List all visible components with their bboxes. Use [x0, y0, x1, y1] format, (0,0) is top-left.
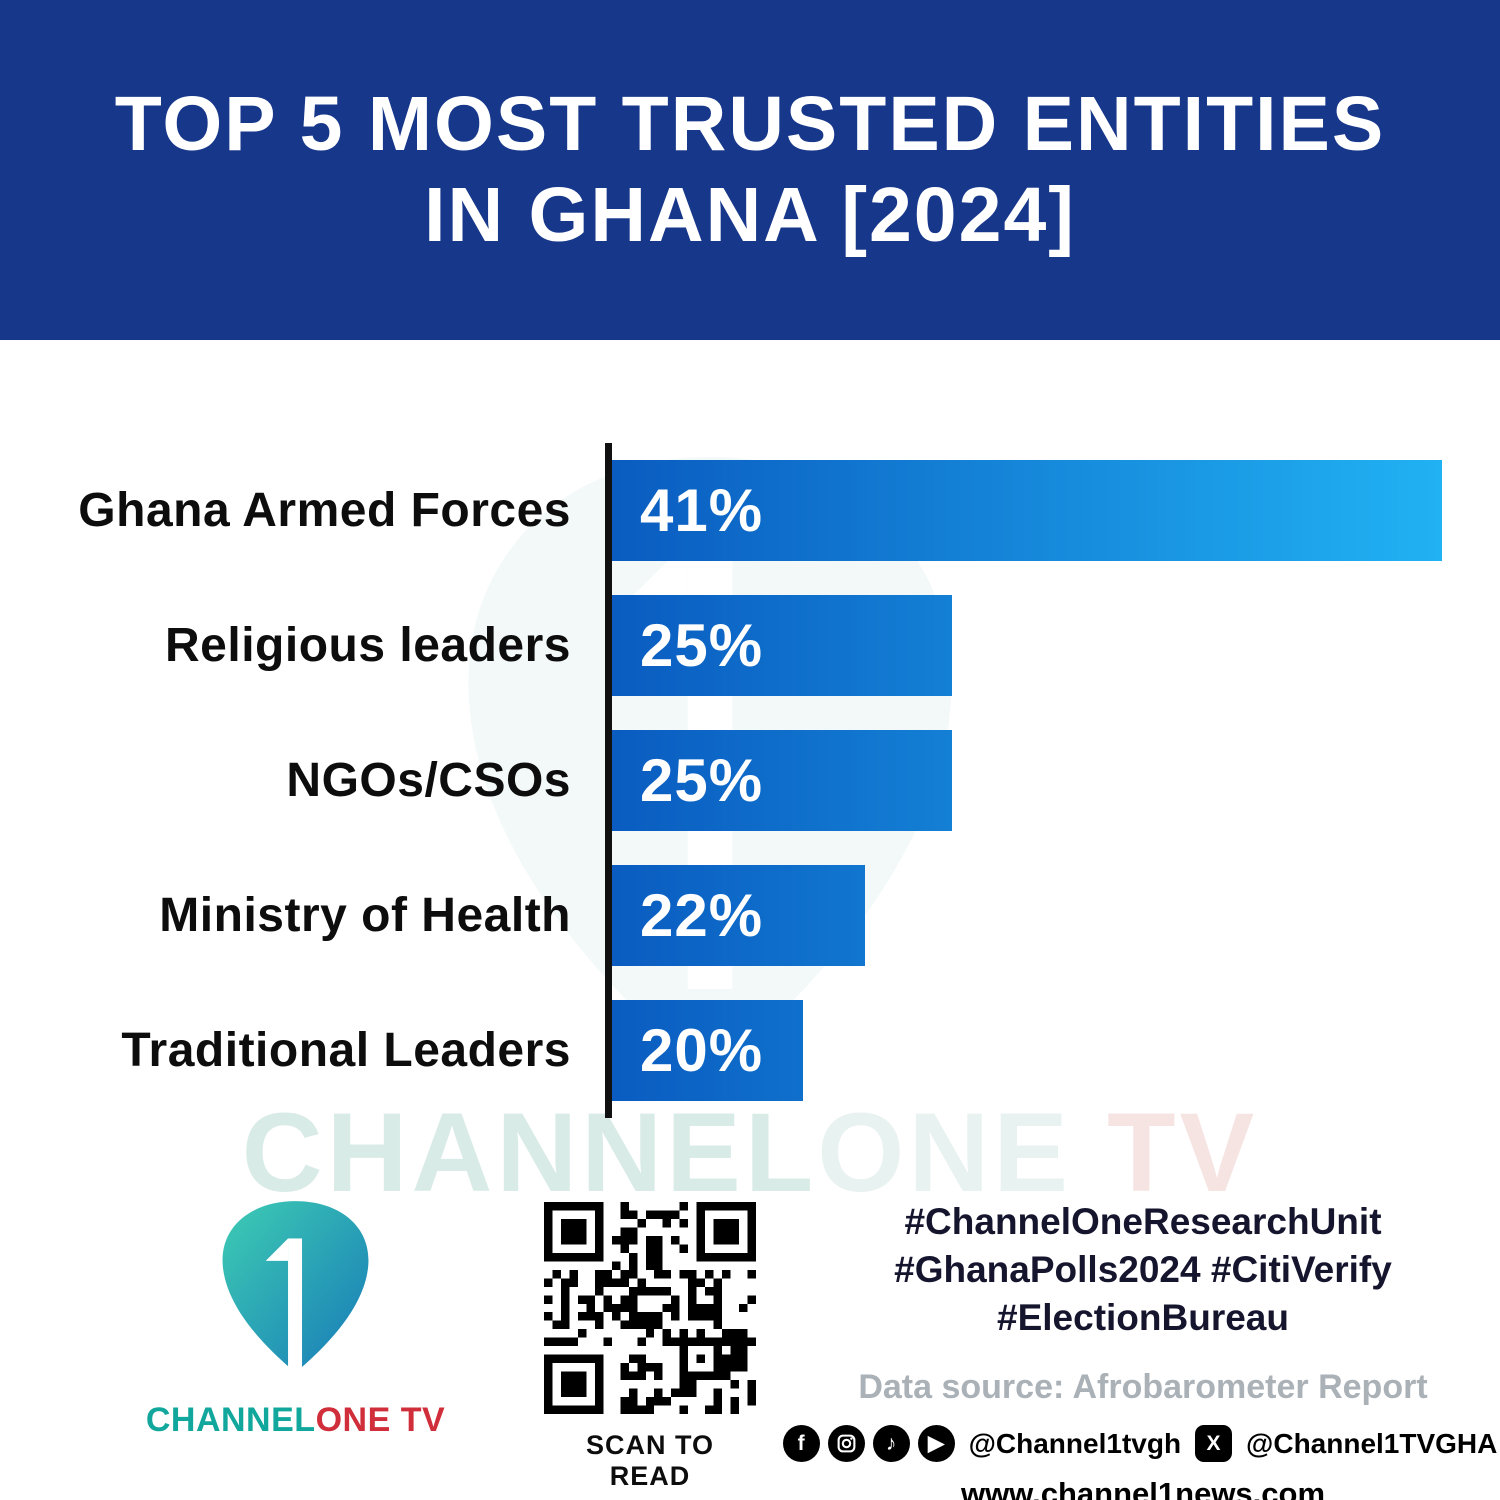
- bar-value-label: 25%: [640, 747, 764, 814]
- chart-axis-column: 25%: [605, 578, 1442, 713]
- social-handle-x: @Channel1TVGHA: [1246, 1427, 1498, 1459]
- header-banner: TOP 5 MOST TRUSTED ENTITIES IN GHANA [20…: [0, 0, 1500, 340]
- social-row: f ♪ ▶ @Channel1tvgh X @Channel1TVGHA: [782, 1425, 1497, 1463]
- channel-one-logo-block: CHANNELONE TV: [138, 1190, 453, 1440]
- youtube-icon: ▶: [917, 1425, 955, 1463]
- website-url: www.channel1news.com: [960, 1476, 1326, 1500]
- chart-row: Traditional Leaders 20%: [60, 983, 1442, 1118]
- page-title-line-2: IN GHANA [2024]: [424, 172, 1076, 258]
- bar-value-label: 25%: [640, 612, 764, 679]
- bar-chart: Ghana Armed Forces 41% Religious leaders…: [60, 443, 1442, 1118]
- bar-category-label: Ministry of Health: [159, 889, 571, 942]
- qr-block: SCAN TO READ: [542, 1202, 758, 1492]
- bar-ghana-armed-forces: 41%: [612, 460, 1442, 561]
- tiktok-icon: ♪: [872, 1425, 910, 1463]
- bar-value-label: 20%: [640, 1017, 764, 1084]
- channel-one-logo-icon: [222, 1201, 369, 1381]
- bar-traditional-leaders: 20%: [612, 1000, 803, 1101]
- hashtags-line-3: #ElectionBureau: [997, 1297, 1289, 1339]
- wordmark-channel: CHANNEL: [145, 1401, 316, 1439]
- bar-category-label: NGOs/CSOs: [286, 754, 571, 807]
- bar-value-label: 22%: [640, 882, 764, 949]
- hashtags-line-2: #GhanaPolls2024 #CitiVerify: [894, 1249, 1392, 1291]
- bar-category-label: Traditional Leaders: [121, 1024, 571, 1077]
- hashtags-line-1: #ChannelOneResearchUnit: [904, 1201, 1382, 1242]
- instagram-icon: [827, 1425, 865, 1463]
- bar-category-label: Ghana Armed Forces: [78, 484, 571, 537]
- wordmark-one: ONE: [315, 1401, 391, 1439]
- bar-ngos-csos: 25%: [612, 730, 953, 831]
- channel-one-wordmark: CHANNELONE TV: [138, 1401, 453, 1440]
- chart-row: Religious leaders 25%: [60, 578, 1442, 713]
- bar-category-label: Religious leaders: [165, 619, 571, 672]
- chart-row: Ministry of Health 22%: [60, 848, 1442, 983]
- chart-axis-column: 41%: [605, 443, 1442, 578]
- chart-row: Ghana Armed Forces 41%: [60, 443, 1442, 578]
- page-title-line-1: TOP 5 MOST TRUSTED ENTITIES: [114, 81, 1386, 168]
- social-handle-main: @Channel1tvgh: [968, 1427, 1182, 1459]
- facebook-icon: f: [782, 1425, 820, 1463]
- chart-axis-column: 22%: [605, 848, 1442, 983]
- x-icon: X: [1195, 1425, 1233, 1463]
- qr-caption: SCAN TO READ: [585, 1430, 714, 1491]
- chart-axis-column: 20%: [605, 983, 1442, 1118]
- chart-axis-column: 25%: [605, 713, 1442, 848]
- bar-religious-leaders: 25%: [612, 595, 953, 696]
- bar-value-label: 41%: [640, 477, 764, 544]
- bar-ministry-of-health: 22%: [612, 865, 866, 966]
- wordmark-tv: TV: [390, 1401, 446, 1439]
- qr-code: [544, 1202, 756, 1414]
- footer-info-block: #ChannelOneResearchUnit #GhanaPolls2024 …: [782, 1198, 1497, 1500]
- chart-row: NGOs/CSOs 25%: [60, 713, 1442, 848]
- data-source-text: Data source: Afrobarometer Report: [858, 1368, 1428, 1407]
